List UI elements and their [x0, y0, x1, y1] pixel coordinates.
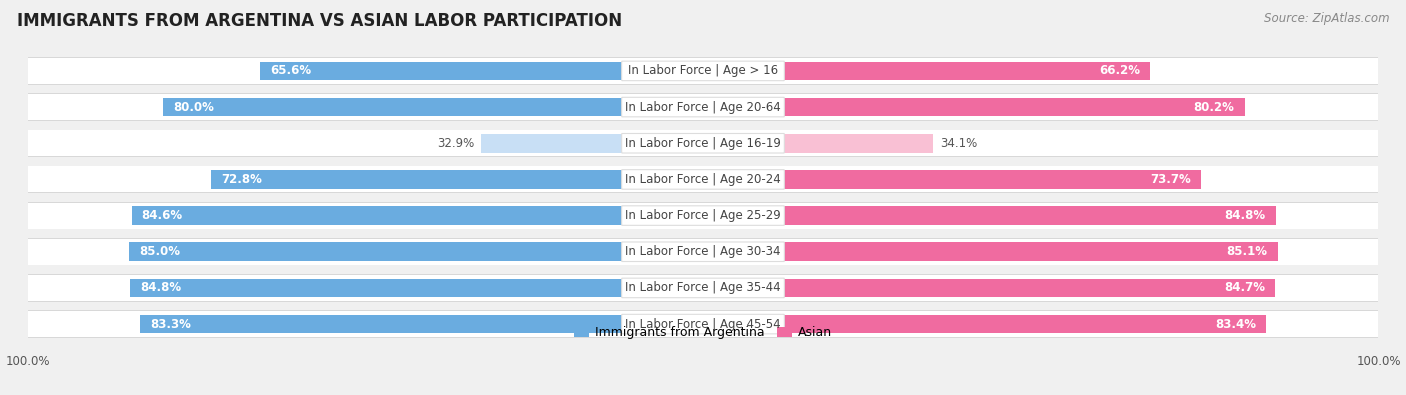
Text: IMMIGRANTS FROM ARGENTINA VS ASIAN LABOR PARTICIPATION: IMMIGRANTS FROM ARGENTINA VS ASIAN LABOR… [17, 12, 621, 30]
Text: 80.2%: 80.2% [1194, 101, 1234, 114]
Text: In Labor Force | Age 35-44: In Labor Force | Age 35-44 [626, 281, 780, 294]
Bar [141, 315, 703, 333]
FancyBboxPatch shape [621, 61, 785, 81]
Text: 66.2%: 66.2% [1099, 64, 1140, 77]
Text: In Labor Force | Age > 16: In Labor Force | Age > 16 [628, 64, 778, 77]
FancyBboxPatch shape [621, 169, 785, 189]
Text: 85.0%: 85.0% [139, 245, 180, 258]
Text: 85.1%: 85.1% [1226, 245, 1268, 258]
Text: 32.9%: 32.9% [437, 137, 474, 150]
FancyBboxPatch shape [621, 206, 785, 226]
Bar [28, 57, 1378, 85]
Bar [211, 170, 703, 189]
Bar [28, 310, 1378, 338]
Text: 34.1%: 34.1% [941, 137, 977, 150]
Bar [28, 203, 1378, 229]
Bar [703, 243, 1278, 261]
Bar [28, 274, 1378, 302]
Text: 83.4%: 83.4% [1215, 318, 1256, 331]
Bar [28, 94, 1378, 120]
Bar [703, 62, 1150, 80]
Text: 84.7%: 84.7% [1225, 281, 1265, 294]
Legend: Immigrants from Argentina, Asian: Immigrants from Argentina, Asian [568, 322, 838, 344]
Text: In Labor Force | Age 20-24: In Labor Force | Age 20-24 [626, 173, 780, 186]
Bar [703, 134, 934, 152]
Bar [703, 278, 1275, 297]
Text: In Labor Force | Age 25-29: In Labor Force | Age 25-29 [626, 209, 780, 222]
Bar [28, 275, 1378, 301]
Bar [28, 58, 1378, 84]
Text: In Labor Force | Age 30-34: In Labor Force | Age 30-34 [626, 245, 780, 258]
Bar [129, 243, 703, 261]
FancyBboxPatch shape [621, 242, 785, 261]
Bar [28, 93, 1378, 121]
Bar [703, 315, 1267, 333]
Bar [28, 166, 1378, 193]
Text: 83.3%: 83.3% [150, 318, 191, 331]
Bar [703, 98, 1244, 117]
Bar [28, 238, 1378, 265]
Bar [28, 130, 1378, 157]
Bar [28, 166, 1378, 192]
Bar [28, 311, 1378, 337]
FancyBboxPatch shape [621, 134, 785, 153]
Text: 80.0%: 80.0% [173, 101, 214, 114]
Text: 84.8%: 84.8% [141, 281, 181, 294]
Bar [163, 98, 703, 117]
Bar [28, 239, 1378, 265]
Bar [131, 278, 703, 297]
Bar [481, 134, 703, 152]
Text: 84.8%: 84.8% [1225, 209, 1265, 222]
Bar [28, 130, 1378, 156]
Bar [703, 170, 1201, 189]
FancyBboxPatch shape [621, 314, 785, 334]
Text: 72.8%: 72.8% [221, 173, 263, 186]
Text: In Labor Force | Age 20-64: In Labor Force | Age 20-64 [626, 101, 780, 114]
Text: In Labor Force | Age 16-19: In Labor Force | Age 16-19 [626, 137, 780, 150]
Text: In Labor Force | Age 45-54: In Labor Force | Age 45-54 [626, 318, 780, 331]
Text: 84.6%: 84.6% [142, 209, 183, 222]
Bar [260, 62, 703, 80]
Bar [28, 202, 1378, 229]
FancyBboxPatch shape [621, 97, 785, 117]
Text: 65.6%: 65.6% [270, 64, 311, 77]
Text: Source: ZipAtlas.com: Source: ZipAtlas.com [1264, 12, 1389, 25]
Text: 73.7%: 73.7% [1150, 173, 1191, 186]
Bar [703, 206, 1275, 225]
FancyBboxPatch shape [621, 278, 785, 298]
Bar [132, 206, 703, 225]
